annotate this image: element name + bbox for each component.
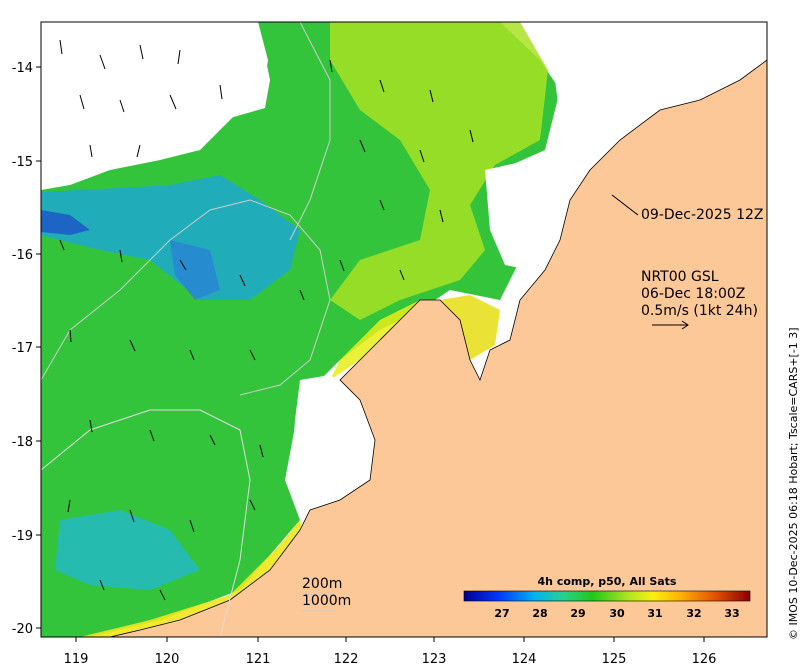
- map-frame-border: [40, 21, 768, 638]
- colorbar: 4h comp, p50, All Sats 27 28 29 30 31 32…: [463, 575, 751, 620]
- valid-time-label: 06-Dec 18:00Z: [641, 286, 746, 302]
- colorbar-tick: 32: [686, 607, 701, 620]
- x-tick-label: 125: [602, 652, 627, 667]
- x-tick-label: 119: [64, 652, 89, 667]
- x-tick-label: 120: [155, 652, 180, 667]
- cloud-gap-central: [290, 375, 375, 500]
- colorbar-tick: 27: [494, 607, 509, 620]
- x-tick-label: 124: [512, 652, 537, 667]
- ocean-cool-west: [41, 175, 300, 300]
- colorbar-title: 4h comp, p50, All Sats: [538, 575, 677, 588]
- y-tick-label: -20: [12, 622, 33, 637]
- track-date-label: 09-Dec-2025 12Z: [641, 207, 764, 223]
- track-leader-line: [611, 194, 639, 216]
- x-tick-label: 123: [422, 652, 447, 667]
- colorbar-tick: 29: [570, 607, 585, 620]
- colorbar-tick: 30: [609, 607, 625, 620]
- y-tick-label: -18: [12, 435, 33, 450]
- y-axis: -14 -15 -16 -17 -18 -19 -20: [12, 61, 41, 637]
- y-tick-label: -19: [12, 529, 33, 544]
- ocean-cool-patch: [170, 240, 220, 300]
- contour-200m: [41, 409, 251, 637]
- current-vectors: [59, 39, 474, 601]
- ocean-cool-deep: [41, 210, 90, 235]
- contour-1000m-b: [289, 22, 331, 241]
- contour-200-label: 200m: [302, 576, 343, 592]
- contour-1000-label: 1000m: [302, 593, 352, 609]
- y-tick-label: -14: [12, 61, 33, 76]
- x-tick-label: 122: [334, 652, 359, 667]
- cloud-gap-northwest: [41, 22, 268, 182]
- credit-text: © IMOS 10-Dec-2025 06:18 Hobart; Tscale=…: [787, 327, 800, 640]
- x-tick-label: 126: [692, 652, 717, 667]
- land-mass: [109, 59, 767, 637]
- x-axis: 119 120 121 122 123 124 125 126: [64, 637, 717, 667]
- y-tick-label: -16: [12, 248, 33, 263]
- vector-scale-label: 0.5m/s (1kt 24h): [641, 303, 758, 319]
- cloud-gap-east: [485, 150, 565, 270]
- x-tick-label: 121: [246, 652, 271, 667]
- product-label: NRT00 GSL: [641, 269, 719, 285]
- y-tick-label: -17: [12, 341, 33, 356]
- cloud-gap-northeast: [548, 22, 767, 140]
- colorbar-gradient: [463, 590, 751, 602]
- ocean-warm-band: [330, 22, 548, 320]
- colorbar-tick: 31: [647, 607, 662, 620]
- y-tick-label: -15: [12, 155, 33, 170]
- contour-1000m: [41, 199, 331, 396]
- ocean-cool-south: [55, 510, 200, 590]
- ocean-warm-coastal: [330, 300, 420, 380]
- colorbar-tick: 28: [532, 607, 547, 620]
- map-plot-area: [41, 22, 767, 637]
- vector-scale-arrow: [652, 320, 689, 330]
- colorbar-tick: 33: [724, 607, 739, 620]
